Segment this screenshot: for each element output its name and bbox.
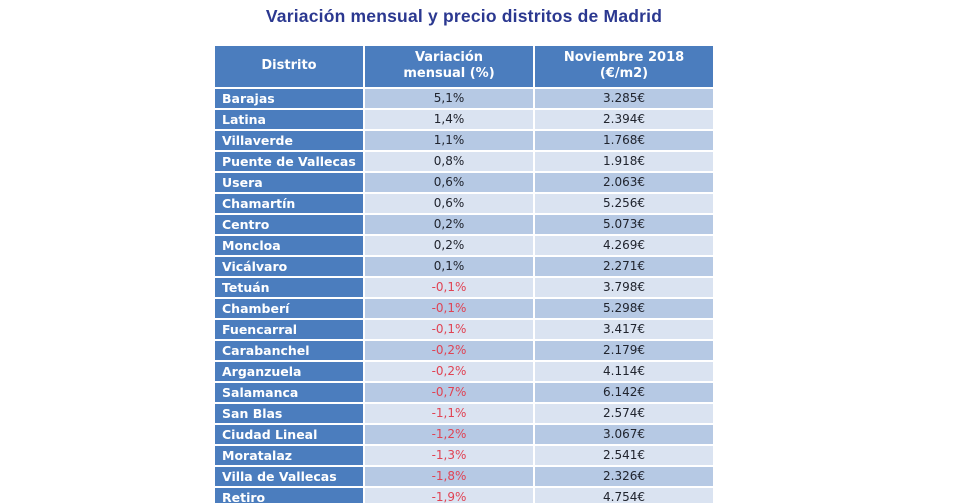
variation-cell: 0,1% bbox=[365, 256, 533, 276]
price-cell: 2.394€ bbox=[535, 109, 713, 129]
table-row: Usera 0,6% 2.063€ bbox=[215, 172, 713, 192]
district-name-cell: Salamanca bbox=[215, 382, 363, 402]
table-row: Salamanca -0,7% 6.142€ bbox=[215, 382, 713, 402]
district-name-cell: Barajas bbox=[215, 88, 363, 108]
column-header-variation: Variación mensual (%) bbox=[365, 46, 533, 87]
price-cell: 3.798€ bbox=[535, 277, 713, 297]
price-cell: 2.541€ bbox=[535, 445, 713, 465]
table-row: Villaverde 1,1% 1.768€ bbox=[215, 130, 713, 150]
price-cell: 3.067€ bbox=[535, 424, 713, 444]
districts-table: Distrito Variación mensual (%) Noviembre 20… bbox=[213, 44, 715, 503]
table-row: Arganzuela -0,2% 4.114€ bbox=[215, 361, 713, 381]
variation-cell: -0,2% bbox=[365, 361, 533, 381]
table-row: Retiro -1,9% 4.754€ bbox=[215, 487, 713, 503]
variation-cell: 0,2% bbox=[365, 235, 533, 255]
variation-cell: -0,1% bbox=[365, 298, 533, 318]
table-row: Puente de Vallecas 0,8% 1.918€ bbox=[215, 151, 713, 171]
price-cell: 6.142€ bbox=[535, 382, 713, 402]
price-cell: 3.417€ bbox=[535, 319, 713, 339]
variation-cell: -1,1% bbox=[365, 403, 533, 423]
variation-cell: 0,6% bbox=[365, 172, 533, 192]
district-name-cell: Carabanchel bbox=[215, 340, 363, 360]
table-row: Chamartín 0,6% 5.256€ bbox=[215, 193, 713, 213]
variation-cell: 1,4% bbox=[365, 109, 533, 129]
district-name-cell: Moncloa bbox=[215, 235, 363, 255]
district-name-cell: Moratalaz bbox=[215, 445, 363, 465]
column-header-district: Distrito bbox=[215, 46, 363, 87]
district-name-cell: Centro bbox=[215, 214, 363, 234]
district-name-cell: Latina bbox=[215, 109, 363, 129]
table-row: Barajas 5,1% 3.285€ bbox=[215, 88, 713, 108]
price-cell: 2.179€ bbox=[535, 340, 713, 360]
price-cell: 2.326€ bbox=[535, 466, 713, 486]
variation-cell: -1,2% bbox=[365, 424, 533, 444]
variation-cell: -0,2% bbox=[365, 340, 533, 360]
price-cell: 4.269€ bbox=[535, 235, 713, 255]
table-row: Centro 0,2% 5.073€ bbox=[215, 214, 713, 234]
district-name-cell: Chamberí bbox=[215, 298, 363, 318]
table-row: Carabanchel -0,2% 2.179€ bbox=[215, 340, 713, 360]
district-name-cell: Ciudad Lineal bbox=[215, 424, 363, 444]
table-body: Barajas 5,1% 3.285€ Latina 1,4% 2.394€ Villave… bbox=[215, 88, 713, 503]
page-title: Variación mensual y precio distritos de … bbox=[265, 6, 663, 26]
variation-cell: -0,1% bbox=[365, 319, 533, 339]
table-row: Villa de Vallecas -1,8% 2.326€ bbox=[215, 466, 713, 486]
variation-cell: 1,1% bbox=[365, 130, 533, 150]
variation-cell: 0,8% bbox=[365, 151, 533, 171]
header-row: Distrito Variación mensual (%) Noviembre 20… bbox=[215, 46, 713, 87]
table-row: Vicálvaro 0,1% 2.271€ bbox=[215, 256, 713, 276]
price-cell: 4.754€ bbox=[535, 487, 713, 503]
price-cell: 2.574€ bbox=[535, 403, 713, 423]
price-cell: 3.285€ bbox=[535, 88, 713, 108]
variation-cell: 0,6% bbox=[365, 193, 533, 213]
price-cell: 2.271€ bbox=[535, 256, 713, 276]
price-cell: 2.063€ bbox=[535, 172, 713, 192]
variation-cell: -1,9% bbox=[365, 487, 533, 503]
district-name-cell: Villa de Vallecas bbox=[215, 466, 363, 486]
price-cell: 1.768€ bbox=[535, 130, 713, 150]
variation-cell: -0,7% bbox=[365, 382, 533, 402]
price-cell: 5.298€ bbox=[535, 298, 713, 318]
district-name-cell: Chamartín bbox=[215, 193, 363, 213]
price-cell: 4.114€ bbox=[535, 361, 713, 381]
table-header: Distrito Variación mensual (%) Noviembre 20… bbox=[215, 46, 713, 87]
price-cell: 5.073€ bbox=[535, 214, 713, 234]
variation-cell: -1,8% bbox=[365, 466, 533, 486]
table-row: Moncloa 0,2% 4.269€ bbox=[215, 235, 713, 255]
district-name-cell: Arganzuela bbox=[215, 361, 363, 381]
price-cell: 1.918€ bbox=[535, 151, 713, 171]
district-name-cell: Tetuán bbox=[215, 277, 363, 297]
district-name-cell: Fuencarral bbox=[215, 319, 363, 339]
district-name-cell: San Blas bbox=[215, 403, 363, 423]
variation-cell: 5,1% bbox=[365, 88, 533, 108]
district-name-cell: Vicálvaro bbox=[215, 256, 363, 276]
variation-cell: 0,2% bbox=[365, 214, 533, 234]
table-row: Ciudad Lineal -1,2% 3.067€ bbox=[215, 424, 713, 444]
district-name-cell: Retiro bbox=[215, 487, 363, 503]
table-row: Moratalaz -1,3% 2.541€ bbox=[215, 445, 713, 465]
column-header-price: Noviembre 2018 (€/m2) bbox=[535, 46, 713, 87]
district-name-cell: Usera bbox=[215, 172, 363, 192]
table-row: San Blas -1,1% 2.574€ bbox=[215, 403, 713, 423]
table-row: Latina 1,4% 2.394€ bbox=[215, 109, 713, 129]
variation-cell: -1,3% bbox=[365, 445, 533, 465]
district-name-cell: Villaverde bbox=[215, 130, 363, 150]
variation-cell: -0,1% bbox=[365, 277, 533, 297]
table-row: Fuencarral -0,1% 3.417€ bbox=[215, 319, 713, 339]
price-cell: 5.256€ bbox=[535, 193, 713, 213]
table-row: Chamberí -0,1% 5.298€ bbox=[215, 298, 713, 318]
district-name-cell: Puente de Vallecas bbox=[215, 151, 363, 171]
table-row: Tetuán -0,1% 3.798€ bbox=[215, 277, 713, 297]
